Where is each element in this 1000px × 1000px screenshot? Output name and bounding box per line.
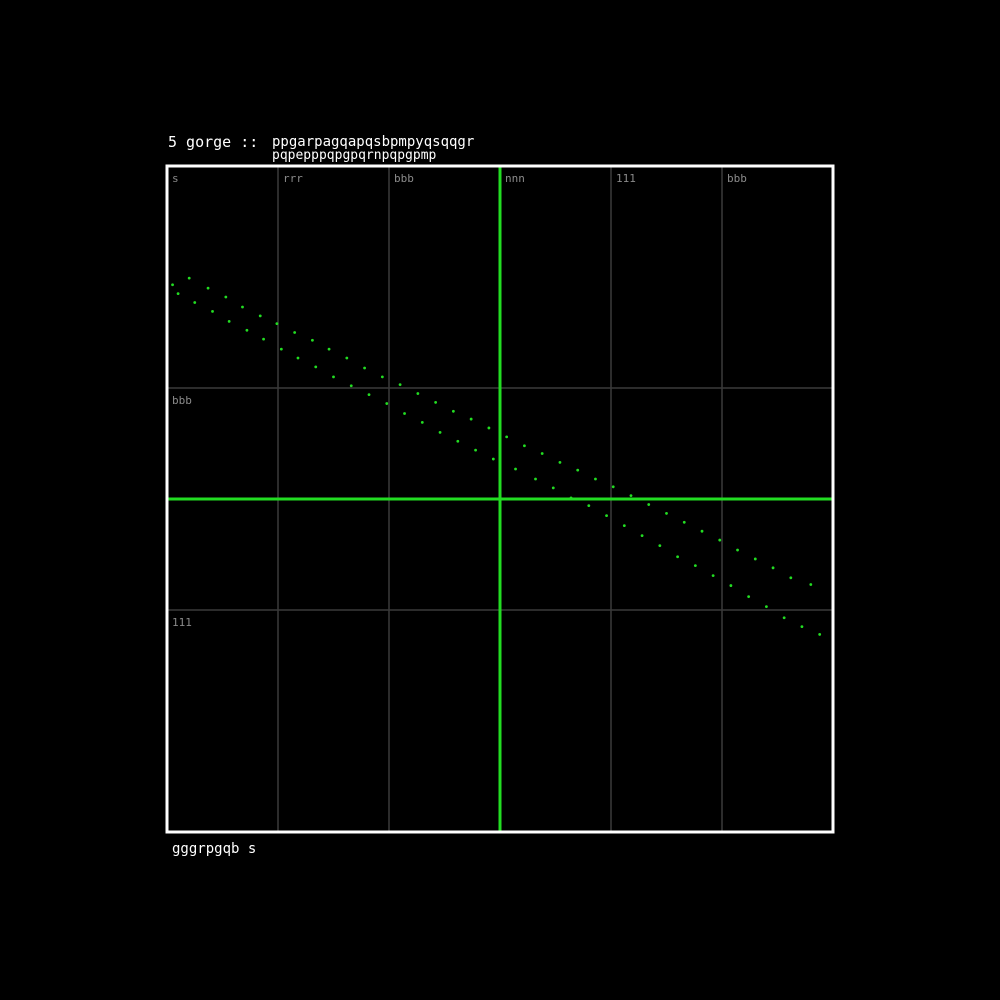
data-point-series-2 (420, 421, 424, 424)
data-points (171, 276, 822, 636)
data-point-series-2 (640, 534, 644, 538)
header-right-label-line1: ppgarpagqapqsbpmpyqsqqgr (272, 134, 474, 150)
data-point-series-2 (534, 477, 537, 481)
data-point-series-1 (469, 417, 473, 421)
data-point-series-2 (818, 633, 822, 636)
data-point-series-2 (296, 356, 300, 360)
data-point-series-1 (736, 548, 739, 552)
data-point-series-1 (540, 452, 544, 455)
data-point-series-2 (193, 301, 197, 304)
data-point-series-1 (700, 529, 704, 533)
data-point-series-2 (587, 504, 591, 508)
data-point-series-1 (345, 356, 349, 360)
data-point-series-2 (765, 605, 768, 609)
data-point-series-1 (275, 322, 279, 326)
data-point-series-2 (385, 402, 389, 405)
data-point-series-1 (611, 485, 615, 489)
data-point-series-2 (403, 412, 406, 415)
data-point-series-2 (491, 457, 495, 461)
data-point-series-2 (211, 310, 214, 313)
data-point-series-1 (682, 520, 686, 524)
data-point-series-1 (487, 426, 491, 430)
data-point-series-1 (629, 494, 633, 498)
data-point-series-1 (398, 383, 402, 387)
data-point-series-1 (293, 331, 297, 334)
x-tick-label: rrr (283, 172, 303, 185)
data-point-series-2 (551, 486, 555, 490)
data-point-series-1 (206, 286, 210, 290)
data-point-series-2 (605, 514, 608, 518)
data-point-series-2 (474, 448, 477, 452)
data-point-series-1 (241, 305, 244, 309)
x-tick-label: s (172, 172, 179, 185)
data-point-series-2 (658, 544, 662, 548)
data-point-series-1 (311, 338, 314, 342)
data-point-series-2 (711, 574, 715, 577)
data-point-series-2 (569, 496, 573, 500)
data-point-series-2 (262, 337, 265, 341)
data-point-series-1 (363, 366, 366, 370)
data-point-series-2 (782, 616, 786, 620)
x-tick-label: bbb (394, 172, 414, 185)
data-point-series-1 (771, 566, 775, 570)
header-left-label: 5 gorge :: (168, 133, 258, 151)
data-point-series-2 (456, 439, 460, 443)
y-tick-label: bbb (172, 394, 192, 407)
data-point-series-2 (747, 595, 751, 599)
data-point-series-1 (718, 538, 722, 542)
data-point-series-1 (647, 503, 651, 506)
data-point-series-1 (594, 477, 597, 481)
data-point-series-2 (245, 328, 249, 332)
data-point-series-1 (171, 283, 174, 287)
tick-labels: s rrr bbb nnn 111 bbb bbb 111 (172, 172, 747, 629)
data-point-series-1 (380, 375, 384, 379)
data-point-series-2 (367, 393, 371, 397)
x-tick-label: nnn (505, 172, 525, 185)
data-point-series-2 (729, 584, 733, 587)
data-point-series-2 (349, 384, 353, 388)
data-point-series-1 (327, 347, 331, 351)
data-point-series-1 (187, 276, 191, 280)
data-point-series-2 (279, 347, 283, 351)
data-point-series-2 (332, 375, 335, 379)
footer-label: gggrpgqb s (172, 841, 256, 857)
data-point-series-2 (314, 365, 318, 369)
header-right-label-line2: pqpepppqpgpqrnpqpgpmp (272, 148, 437, 163)
data-point-series-1 (416, 392, 420, 395)
x-tick-label: bbb (727, 172, 747, 185)
data-point-series-1 (434, 401, 438, 404)
data-point-series-2 (693, 564, 697, 567)
data-point-series-2 (622, 524, 626, 528)
plot-frame (165, 164, 835, 834)
data-point-series-2 (227, 320, 231, 323)
data-point-series-1 (224, 295, 228, 299)
data-point-series-1 (809, 583, 813, 586)
x-tick-label: 111 (616, 172, 636, 185)
data-point-series-1 (505, 435, 509, 439)
data-point-series-1 (523, 444, 526, 448)
data-point-series-1 (558, 460, 562, 464)
data-point-series-1 (258, 314, 262, 318)
zero-axes (167, 166, 833, 832)
data-point-series-1 (665, 512, 668, 515)
data-point-series-2 (514, 467, 517, 471)
y-tick-label: 111 (172, 616, 192, 629)
data-point-series-1 (451, 409, 455, 413)
data-point-series-1 (753, 557, 757, 561)
data-point-series-1 (789, 576, 793, 580)
data-point-series-2 (438, 431, 442, 434)
data-point-series-2 (176, 292, 180, 296)
data-point-series-1 (576, 468, 580, 472)
data-point-series-2 (676, 555, 679, 559)
data-point-series-2 (800, 625, 804, 629)
